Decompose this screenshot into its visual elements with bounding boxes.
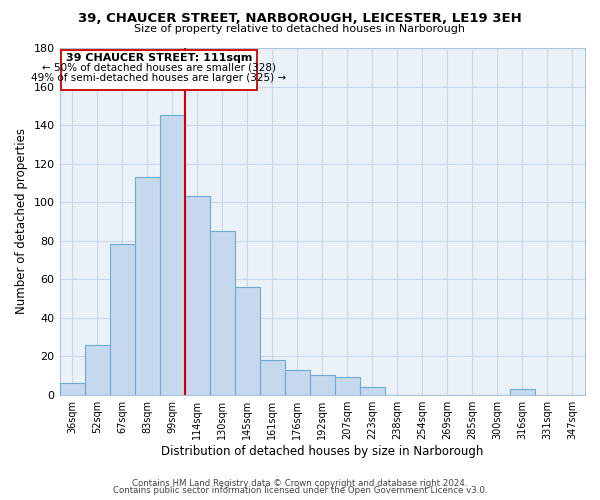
Bar (260, 360, 285, 394)
Text: Contains HM Land Registry data © Crown copyright and database right 2024.: Contains HM Land Registry data © Crown c… (132, 478, 468, 488)
Bar (335, 378, 360, 394)
Text: 39, CHAUCER STREET, NARBOROUGH, LEICESTER, LE19 3EH: 39, CHAUCER STREET, NARBOROUGH, LEICESTE… (78, 12, 522, 26)
Text: Contains public sector information licensed under the Open Government Licence v3: Contains public sector information licen… (113, 486, 487, 495)
Bar (110, 244, 134, 394)
X-axis label: Distribution of detached houses by size in Narborough: Distribution of detached houses by size … (161, 444, 484, 458)
Bar (310, 376, 335, 394)
Text: Size of property relative to detached houses in Narborough: Size of property relative to detached ho… (134, 24, 466, 34)
Bar (510, 389, 535, 394)
Text: ← 50% of detached houses are smaller (328): ← 50% of detached houses are smaller (32… (42, 62, 276, 72)
Bar (235, 287, 260, 395)
Text: 39 CHAUCER STREET: 111sqm: 39 CHAUCER STREET: 111sqm (66, 53, 252, 63)
Bar (185, 196, 209, 394)
Bar (285, 370, 310, 394)
Bar (134, 177, 160, 394)
Bar (59, 383, 85, 394)
FancyBboxPatch shape (61, 50, 257, 90)
Bar (85, 344, 110, 395)
Bar (209, 231, 235, 394)
Bar (160, 116, 185, 394)
Bar (360, 387, 385, 394)
Text: 49% of semi-detached houses are larger (325) →: 49% of semi-detached houses are larger (… (31, 73, 287, 83)
Y-axis label: Number of detached properties: Number of detached properties (15, 128, 28, 314)
